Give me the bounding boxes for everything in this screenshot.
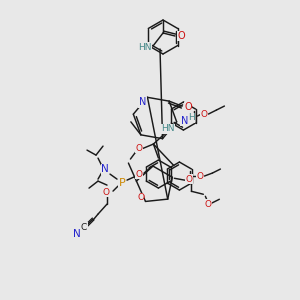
Text: O: O [184,102,192,112]
Text: O: O [205,200,212,209]
Text: O: O [197,172,204,181]
Text: O: O [137,193,144,202]
Text: O: O [177,31,185,41]
Text: O: O [103,188,110,196]
Text: HN: HN [161,124,174,133]
Text: N: N [101,164,109,174]
Text: O: O [103,188,110,196]
Text: O: O [205,200,212,209]
Text: N: N [139,97,146,107]
Text: H: H [188,113,195,122]
Text: HN: HN [161,124,174,133]
Text: N: N [181,116,188,126]
Text: O: O [136,169,142,178]
Text: O: O [137,193,144,202]
Text: O: O [186,175,193,184]
Text: O: O [136,143,143,152]
Text: N: N [73,229,81,239]
Text: O: O [201,110,208,118]
Text: O: O [136,169,142,178]
Text: HN: HN [138,43,152,52]
Text: C: C [81,223,87,232]
Text: P: P [118,178,125,188]
Text: N: N [73,229,81,239]
Text: HN: HN [138,43,152,52]
Text: O: O [197,172,204,181]
Text: N: N [101,164,109,174]
Text: O: O [184,102,192,112]
Text: N: N [181,116,188,126]
Text: O: O [201,110,208,118]
Text: O: O [177,31,185,41]
Text: O: O [201,110,208,118]
Text: N: N [139,97,146,107]
Text: H: H [188,113,195,122]
Text: O: O [186,175,193,184]
Text: C: C [81,223,87,232]
Text: P: P [118,178,125,188]
Text: O: O [136,143,143,152]
